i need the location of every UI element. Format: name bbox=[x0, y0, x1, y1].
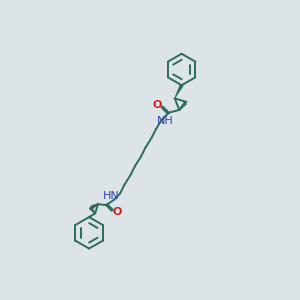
Polygon shape bbox=[175, 84, 183, 98]
Text: O: O bbox=[153, 100, 162, 110]
Text: HN: HN bbox=[103, 191, 120, 201]
Text: NH: NH bbox=[157, 116, 174, 125]
Text: O: O bbox=[112, 207, 122, 217]
Polygon shape bbox=[89, 207, 95, 213]
